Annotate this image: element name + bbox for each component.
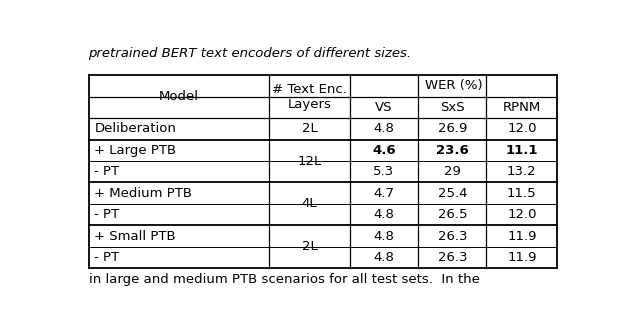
Text: 11.9: 11.9 [507,230,537,243]
Text: WER (%): WER (%) [425,80,483,92]
Text: Model: Model [159,90,199,103]
Text: - PT: - PT [94,208,120,221]
Text: 13.2: 13.2 [507,165,537,178]
Text: 11.5: 11.5 [507,187,537,200]
Text: - PT: - PT [94,165,120,178]
Text: 5.3: 5.3 [374,165,394,178]
Text: VS: VS [375,101,392,114]
Text: 12.0: 12.0 [507,208,537,221]
Text: RPNM: RPNM [503,101,541,114]
Text: 26.3: 26.3 [437,251,467,264]
Text: 4.8: 4.8 [374,251,394,264]
Text: 29: 29 [444,165,461,178]
Text: + Medium PTB: + Medium PTB [94,187,192,200]
Text: SxS: SxS [440,101,464,114]
Text: + Small PTB: + Small PTB [94,230,176,243]
Text: Deliberation: Deliberation [94,122,176,135]
Text: 11.9: 11.9 [507,251,537,264]
Text: 2L: 2L [302,240,318,253]
Text: 12L: 12L [297,154,321,168]
Text: + Large PTB: + Large PTB [94,144,176,157]
Text: 4.8: 4.8 [374,230,394,243]
Text: 26.9: 26.9 [438,122,467,135]
Text: 4L: 4L [302,197,318,211]
Text: 26.3: 26.3 [437,230,467,243]
Text: 12.0: 12.0 [507,122,537,135]
Text: 25.4: 25.4 [437,187,467,200]
Text: # Text Enc.
Layers: # Text Enc. Layers [272,82,347,111]
Text: 4.8: 4.8 [374,208,394,221]
Text: 23.6: 23.6 [436,144,469,157]
Text: 4.8: 4.8 [374,122,394,135]
Text: in large and medium PTB scenarios for all test sets.  In the: in large and medium PTB scenarios for al… [88,273,479,286]
Text: 4.6: 4.6 [372,144,396,157]
Text: 11.1: 11.1 [506,144,538,157]
Text: 2L: 2L [302,122,318,135]
Text: - PT: - PT [94,251,120,264]
Text: 26.5: 26.5 [437,208,467,221]
Text: pretrained BERT text encoders of different sizes.: pretrained BERT text encoders of differe… [88,47,411,60]
Text: 4.7: 4.7 [374,187,394,200]
